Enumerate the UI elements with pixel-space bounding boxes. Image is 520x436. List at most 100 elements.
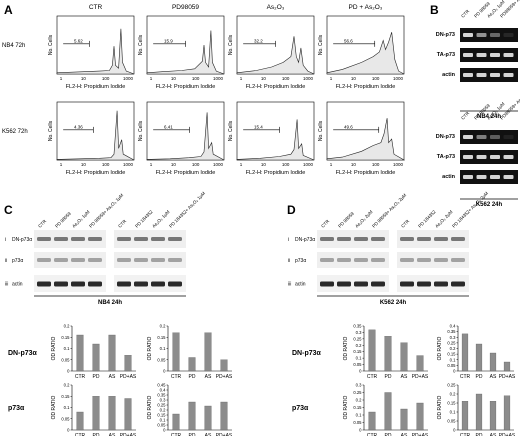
histogram-tick-label: 10 — [81, 162, 87, 167]
y-axis-label: OD RATIO — [147, 395, 153, 419]
histogram-curve — [236, 119, 315, 161]
blot-band — [151, 281, 165, 287]
histogram-y-label: No. Cells — [138, 34, 144, 55]
histogram-column-title: CTR — [89, 4, 103, 11]
bar — [124, 398, 132, 431]
x-tick-label: PD — [93, 374, 100, 380]
bar — [416, 402, 424, 431]
bar — [172, 413, 180, 431]
bar — [475, 343, 483, 372]
histogram-row-label: K562 72h — [2, 129, 28, 135]
x-tick-label: PD — [385, 433, 392, 436]
histogram-curve — [326, 118, 406, 161]
bar — [489, 352, 497, 372]
y-tick-label: 0.15 — [61, 394, 70, 399]
bar — [76, 334, 84, 372]
histogram-tick-label: 1000 — [393, 76, 404, 81]
x-tick-label: CTR — [75, 433, 86, 436]
histogram-column-title: PD98059 — [172, 4, 199, 11]
blot-band — [37, 281, 51, 287]
histogram-tick-label: 100 — [372, 76, 380, 81]
bar — [204, 332, 212, 372]
blot-band — [400, 258, 414, 262]
bar — [220, 359, 228, 372]
blot-lane-label: CTR — [320, 218, 331, 229]
blot-band — [337, 281, 351, 287]
x-tick-label: PD+AS — [499, 374, 516, 380]
histogram-tick-label: 100 — [282, 76, 290, 81]
y-tick-label: 0.1 — [160, 418, 166, 423]
od-ratio-bar-chart: 0 0.05 0.1 0.15 0.2 OD RATIO CTR PD AS PD+AS — [51, 324, 137, 381]
blot-band — [320, 258, 334, 262]
blot-band — [117, 258, 131, 262]
histogram-y-label: No. Cells — [48, 34, 54, 55]
gel-band — [503, 155, 514, 159]
blot-band — [54, 258, 68, 262]
x-tick-label: CTR — [367, 374, 378, 380]
histogram-percent: 6.41 — [164, 124, 173, 129]
x-tick-label: PD — [476, 433, 483, 436]
bar-row-label: DN-p73α — [292, 350, 322, 357]
x-tick-label: AS — [109, 374, 116, 380]
bar — [368, 411, 376, 431]
y-tick-label: 0 — [67, 369, 70, 374]
blot-band — [371, 281, 385, 287]
blot-band — [88, 281, 102, 287]
bar — [188, 401, 196, 431]
gel-band — [503, 73, 514, 77]
bar — [92, 396, 100, 431]
blot-band — [71, 281, 85, 287]
histogram-tick-label: 1 — [240, 162, 243, 167]
bar — [108, 334, 116, 372]
blot-band — [54, 281, 68, 287]
blot-band — [434, 258, 448, 262]
blot-band — [400, 237, 414, 241]
blot-caption: K562 24h — [380, 300, 407, 306]
blot-strip — [397, 230, 469, 248]
histogram-panel: 4.36 No. Cells 1 10 100 1000 FL2-H: Propidium … — [48, 101, 135, 176]
panel-letter-c: C — [4, 203, 13, 217]
blot-strip — [317, 252, 389, 268]
bar-row-label: DN-p73α — [8, 350, 38, 357]
histogram-tick-label: 10 — [171, 162, 177, 167]
y-tick-label: 0.15 — [157, 335, 166, 340]
bar — [400, 408, 408, 431]
blot-band — [434, 237, 448, 241]
y-axis-label: OD RATIO — [343, 395, 349, 419]
y-axis-label: OD RATIO — [51, 336, 57, 360]
blot-band — [337, 258, 351, 262]
blot-band — [168, 258, 182, 262]
bar — [92, 343, 100, 372]
histogram-x-label: FL2-H: Propidium Iodide — [246, 170, 306, 176]
histogram-tick-label: 1 — [330, 76, 333, 81]
blot-band — [71, 237, 85, 241]
y-tick-label: 0.35 — [447, 329, 456, 334]
y-tick-label: 0.25 — [353, 390, 362, 395]
bar — [489, 401, 497, 431]
histogram-tick-label: 10 — [351, 162, 357, 167]
y-tick-label: 0.15 — [447, 352, 456, 357]
gel-band — [503, 33, 514, 37]
histogram-tick-label: 100 — [102, 76, 110, 81]
histogram-tick-label: 1 — [330, 162, 333, 167]
od-ratio-bar-chart: 0 0.05 0.1 0.15 0.2 0.25 OD RATIO CTR PD AS PD+AS — [437, 383, 516, 436]
x-tick-label: PD+AS — [216, 433, 233, 436]
histogram-panel: 6.41 No. Cells 1 10 100 1000 FL2-H: Propidium … — [138, 101, 225, 176]
histogram-tick-label: 1000 — [123, 162, 134, 167]
histogram-x-label: FL2-H: Propidium Iodide — [66, 170, 126, 176]
blot-lane-label: CTR — [400, 218, 411, 229]
y-tick-label: 0.1 — [160, 346, 166, 351]
blot-strip — [114, 252, 186, 268]
histogram-tick-label: 1 — [60, 162, 63, 167]
x-tick-label: PD — [93, 433, 100, 436]
bar — [503, 395, 511, 431]
gel-strip — [460, 68, 518, 82]
histogram-panel: 49.6 No. Cells 1 10 100 1000 FL2-H: Propidium … — [318, 101, 406, 176]
blot-lane-label: CTR — [37, 218, 48, 229]
y-tick-label: 0 — [359, 369, 362, 374]
blot-band — [134, 237, 148, 241]
x-tick-label: PD — [385, 374, 392, 380]
blot-row-numeral: iii — [288, 282, 291, 288]
gel-band — [476, 73, 487, 77]
histogram-tick-label: 100 — [282, 162, 290, 167]
